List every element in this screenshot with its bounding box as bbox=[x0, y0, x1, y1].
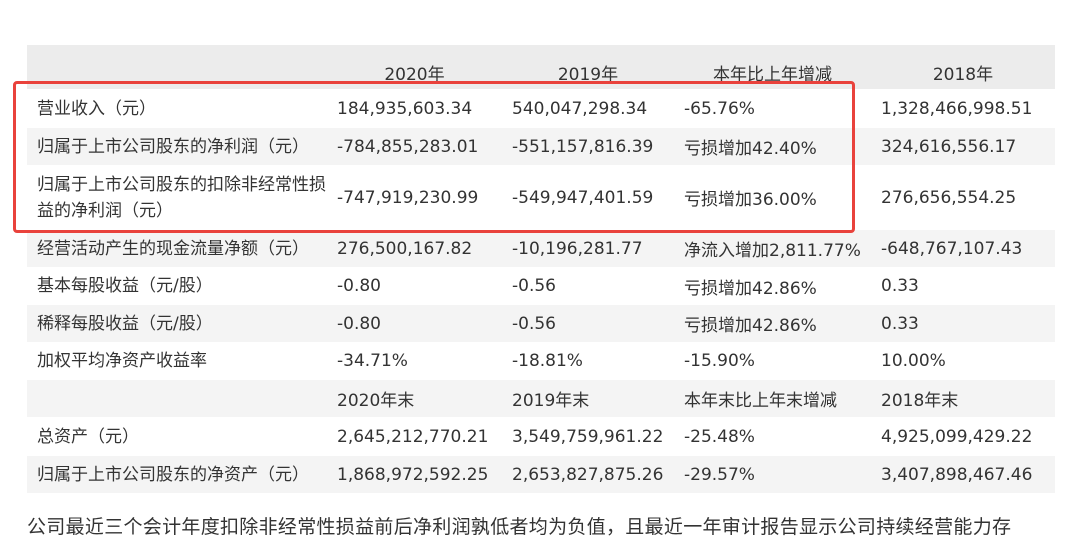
row-label: 基本每股收益（元/股） bbox=[27, 267, 327, 305]
cell-2018: -648,767,107.43 bbox=[871, 230, 1055, 267]
cell-2020: -34.71% bbox=[327, 342, 502, 380]
row-label: 归属于上市公司股东的扣除非经常性损益的净利润（元） bbox=[27, 165, 327, 230]
cell-2018: 324,616,556.17 bbox=[871, 128, 1055, 165]
cell-2019: -0.56 bbox=[502, 305, 674, 342]
cell-2019: -549,947,401.59 bbox=[502, 165, 674, 230]
cell-2018: 4,925,099,429.22 bbox=[871, 417, 1055, 456]
cell-2020: 2,645,212,770.21 bbox=[327, 417, 502, 456]
cell-change: -15.90% bbox=[674, 342, 871, 380]
cell-2020: 1,868,972,592.25 bbox=[327, 456, 502, 493]
cell-change: -25.48% bbox=[674, 417, 871, 456]
cell-2020: 276,500,167.82 bbox=[327, 230, 502, 267]
cell-2018: 3,407,898,467.46 bbox=[871, 456, 1055, 493]
table-row-operating-cashflow: 经营活动产生的现金流量净额（元） 276,500,167.82 -10,196,… bbox=[27, 230, 1055, 267]
table-row-net-profit: 归属于上市公司股东的净利润（元） -784,855,283.01 -551,15… bbox=[27, 128, 1055, 165]
cell-2018: 0.33 bbox=[871, 305, 1055, 342]
cell-change: -29.57% bbox=[674, 456, 871, 493]
table-row-diluted-eps: 稀释每股收益（元/股） -0.80 -0.56 亏损增加42.86% 0.33 bbox=[27, 305, 1055, 342]
cell-change: 亏损增加42.40% bbox=[674, 128, 871, 165]
header-cell-2019: 2019年 bbox=[502, 45, 674, 89]
row-label: 经营活动产生的现金流量净额（元） bbox=[27, 230, 327, 267]
table-row-revenue: 营业收入（元） 184,935,603.34 540,047,298.34 -6… bbox=[27, 89, 1055, 128]
cell-2020: 184,935,603.34 bbox=[327, 89, 502, 128]
table-row-net-profit-excl-nonrecurring: 归属于上市公司股东的扣除非经常性损益的净利润（元） -747,919,230.9… bbox=[27, 165, 1055, 230]
header-cell-2018: 2018年 bbox=[871, 45, 1055, 89]
cell-2018: 10.00% bbox=[871, 342, 1055, 380]
cell-change: -65.76% bbox=[674, 89, 871, 128]
header-cell-change: 本年比上年增减 bbox=[674, 45, 871, 89]
cell-2020: -0.80 bbox=[327, 305, 502, 342]
table-row-basic-eps: 基本每股收益（元/股） -0.80 -0.56 亏损增加42.86% 0.33 bbox=[27, 267, 1055, 305]
subheader-cell-2018: 2018年末 bbox=[871, 380, 1055, 417]
subheader-cell-item bbox=[27, 380, 327, 417]
cell-2020: -747,919,230.99 bbox=[327, 165, 502, 230]
cell-2019: -551,157,816.39 bbox=[502, 128, 674, 165]
cell-2019: -0.56 bbox=[502, 267, 674, 305]
cell-2018: 276,656,554.25 bbox=[871, 165, 1055, 230]
table-row-weighted-roe: 加权平均净资产收益率 -34.71% -18.81% -15.90% 10.00… bbox=[27, 342, 1055, 380]
cell-2019: -10,196,281.77 bbox=[502, 230, 674, 267]
table-subheader-row: 2020年末 2019年末 本年末比上年末增减 2018年末 bbox=[27, 380, 1055, 417]
cell-change: 亏损增加42.86% bbox=[674, 305, 871, 342]
footer-paragraph: 公司最近三个会计年度扣除非经常性损益前后净利润孰低者均为负值，且最近一年审计报告… bbox=[27, 516, 1012, 538]
cell-2019: 2,653,827,875.26 bbox=[502, 456, 674, 493]
cell-change: 净流入增加2,811.77% bbox=[674, 230, 871, 267]
table-row-total-assets: 总资产（元） 2,645,212,770.21 3,549,759,961.22… bbox=[27, 417, 1055, 456]
header-cell-2020: 2020年 bbox=[327, 45, 502, 89]
cell-2020: -784,855,283.01 bbox=[327, 128, 502, 165]
subheader-cell-change: 本年末比上年末增减 bbox=[674, 380, 871, 417]
financial-table-wrapper: 2020年 2019年 本年比上年增减 2018年 营业收入（元） 184,93… bbox=[27, 45, 1055, 493]
row-label: 稀释每股收益（元/股） bbox=[27, 305, 327, 342]
cell-2019: 3,549,759,961.22 bbox=[502, 417, 674, 456]
cell-2019: 540,047,298.34 bbox=[502, 89, 674, 128]
table-row-net-assets: 归属于上市公司股东的净资产（元） 1,868,972,592.25 2,653,… bbox=[27, 456, 1055, 493]
subheader-cell-2019: 2019年末 bbox=[502, 380, 674, 417]
cell-2018: 1,328,466,998.51 bbox=[871, 89, 1055, 128]
row-label: 归属于上市公司股东的净资产（元） bbox=[27, 456, 327, 493]
table-header-row: 2020年 2019年 本年比上年增减 2018年 bbox=[27, 45, 1055, 89]
row-label: 归属于上市公司股东的净利润（元） bbox=[27, 128, 327, 165]
subheader-cell-2020: 2020年末 bbox=[327, 380, 502, 417]
cell-change: 亏损增加36.00% bbox=[674, 165, 871, 230]
financial-summary-table: 2020年 2019年 本年比上年增减 2018年 营业收入（元） 184,93… bbox=[27, 45, 1055, 493]
cell-2020: -0.80 bbox=[327, 267, 502, 305]
row-label: 总资产（元） bbox=[27, 417, 327, 456]
row-label: 营业收入（元） bbox=[27, 89, 327, 128]
cell-2018: 0.33 bbox=[871, 267, 1055, 305]
header-cell-item bbox=[27, 45, 327, 89]
cell-2019: -18.81% bbox=[502, 342, 674, 380]
row-label: 加权平均净资产收益率 bbox=[27, 342, 327, 380]
cell-change: 亏损增加42.86% bbox=[674, 267, 871, 305]
